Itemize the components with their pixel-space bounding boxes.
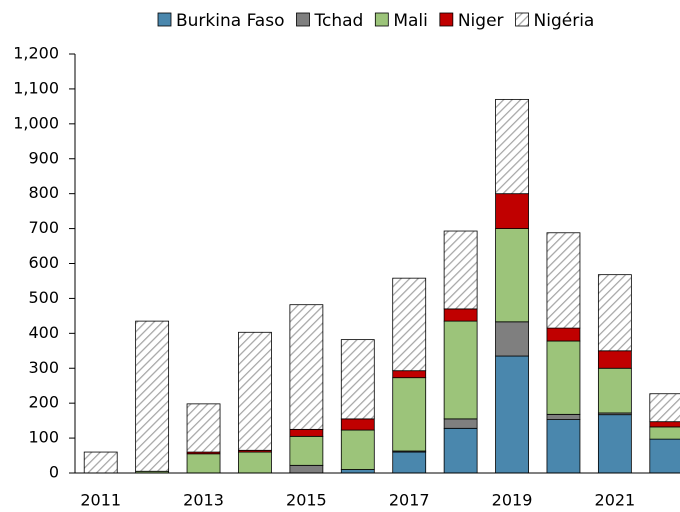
bar-segment — [597, 414, 632, 474]
y-tick-label: 100 — [28, 428, 59, 447]
bar-segment — [83, 451, 118, 474]
bar-segment — [546, 340, 581, 415]
bar-segment — [340, 418, 375, 431]
y-tick-label: 900 — [28, 148, 59, 167]
bar-segment — [495, 193, 529, 229]
y-tick-label: 1,000 — [13, 113, 59, 132]
legend-label: Burkina Faso — [176, 11, 284, 31]
bar-segment — [392, 277, 427, 372]
bar-segment — [238, 331, 272, 451]
bar-segment — [495, 98, 529, 195]
bar-segment — [649, 438, 680, 474]
bar-segment — [289, 428, 324, 437]
y-tick-label: 500 — [28, 288, 59, 307]
y-tick-label: 400 — [28, 323, 59, 342]
bar-segment — [238, 451, 272, 474]
bar-segment — [597, 350, 632, 369]
bar-segment — [649, 421, 680, 428]
legend-swatch — [157, 12, 172, 27]
legend-label: Mali — [393, 11, 428, 31]
y-tick-label: 700 — [28, 218, 59, 237]
bar-segment — [443, 320, 478, 420]
bar-segment — [495, 321, 529, 357]
y-tick-label: 1,100 — [13, 78, 59, 97]
bar-segment — [392, 377, 427, 452]
bar-segment — [546, 419, 581, 474]
bar-segment — [649, 393, 680, 423]
legend-label: Niger — [458, 11, 504, 31]
bar-segment — [392, 370, 427, 379]
legend-label: Tchad — [313, 11, 363, 31]
legend-swatch — [515, 12, 529, 27]
bar-segment — [443, 427, 478, 474]
bar-segment — [546, 232, 581, 329]
y-tick-label: 300 — [28, 358, 59, 377]
bar-segment — [340, 429, 375, 470]
x-tick-label: 2013 — [183, 491, 224, 510]
y-tick-label: 1,200 — [13, 44, 59, 63]
y-tick-label: 800 — [28, 183, 59, 202]
bar-segment — [186, 403, 221, 453]
bar-segment — [649, 426, 680, 440]
bar-segment — [443, 418, 478, 429]
legend-swatch — [296, 12, 310, 27]
x-tick-label: 2015 — [286, 491, 327, 510]
bar-segment — [597, 274, 632, 352]
bar-segment — [392, 451, 427, 474]
bar-segment — [546, 327, 581, 342]
x-tick-label: 2017 — [389, 491, 430, 510]
bar-segment — [495, 355, 529, 474]
bar-segment — [597, 367, 632, 414]
bar-segment — [289, 435, 324, 466]
bar-segment — [495, 228, 529, 323]
legend-swatch — [439, 12, 454, 27]
bar-segment — [340, 469, 375, 474]
bar-segment — [289, 304, 324, 430]
legend-swatch — [374, 12, 389, 27]
bar-segment — [340, 339, 375, 420]
y-tick-label: 600 — [28, 253, 59, 272]
legend-label: Nigéria — [534, 11, 595, 31]
bar-segment — [135, 320, 170, 472]
bar-segment — [289, 464, 324, 474]
bar-segment — [443, 308, 478, 322]
x-tick-label: 2011 — [80, 491, 121, 510]
y-tick-label: 0 — [49, 463, 59, 482]
y-tick-label: 200 — [28, 393, 59, 412]
bar-segment — [443, 230, 478, 310]
bar-segment — [546, 413, 581, 420]
x-tick-label: 2019 — [492, 491, 533, 510]
x-tick-label: 2021 — [595, 491, 636, 510]
bar-segment — [186, 453, 221, 474]
